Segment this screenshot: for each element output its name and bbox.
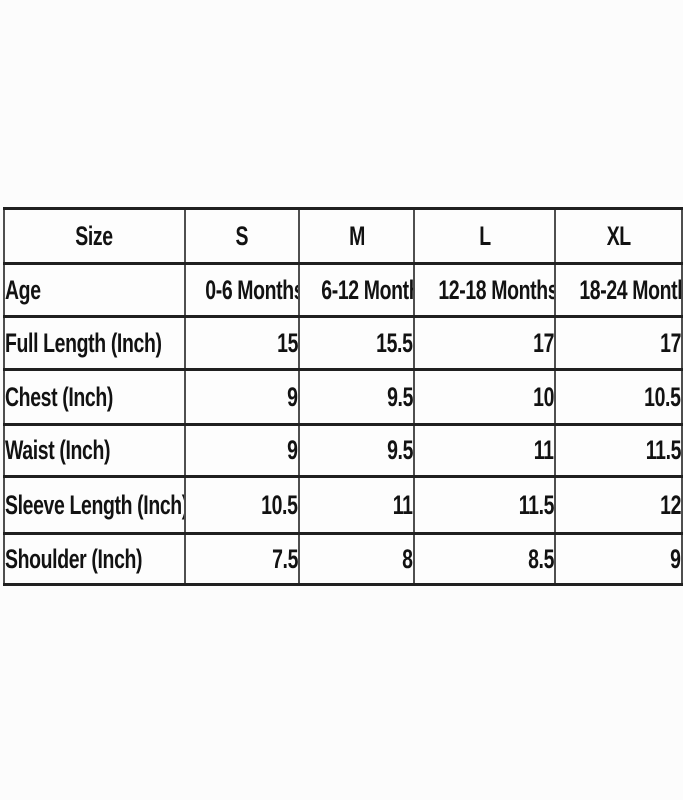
cell-waist-s: 9 <box>184 423 300 478</box>
table-row-sleeve-length: Sleeve Length (Inch) 10.5 11 11.5 12 <box>3 475 683 535</box>
column-header-m-label: M <box>348 220 365 251</box>
row-label-shoulder: Shoulder (Inch) <box>3 532 186 586</box>
cell-chest-l-text: 10 <box>533 381 554 412</box>
cell-full-length-m-text: 15.5 <box>376 327 413 358</box>
cell-sleeve-length-l-text: 11.5 <box>518 489 554 520</box>
row-label-shoulder-text: Shoulder (Inch) <box>5 543 143 574</box>
cell-full-length-m: 15.5 <box>298 315 415 371</box>
cell-shoulder-xl: 9 <box>554 532 683 586</box>
cell-waist-m: 9.5 <box>298 423 415 478</box>
cell-sleeve-length-xl-text: 12 <box>660 489 681 520</box>
cell-shoulder-m: 8 <box>298 532 415 586</box>
cell-chest-s: 9 <box>184 368 300 426</box>
row-label-sleeve-length-text: Sleeve Length (Inch) <box>5 489 185 520</box>
header-row: Size S M L XL <box>3 207 683 265</box>
cell-chest-xl-text: 10.5 <box>644 381 681 412</box>
column-header-l: L <box>413 207 556 265</box>
cell-full-length-l: 17 <box>413 315 556 371</box>
cell-chest-s-text: 9 <box>287 381 298 412</box>
cell-sleeve-length-s: 10.5 <box>184 475 300 535</box>
table-row-chest: Chest (Inch) 9 9.5 10 10.5 <box>3 368 683 426</box>
cell-waist-xl: 11.5 <box>554 423 683 478</box>
cell-waist-l-text: 11 <box>534 435 554 465</box>
row-label-chest-text: Chest (Inch) <box>5 381 114 412</box>
cell-shoulder-m-text: 8 <box>402 543 413 574</box>
cell-full-length-l-text: 17 <box>533 327 554 358</box>
cell-age-l: 12-18 Months <box>413 262 556 318</box>
cell-shoulder-s-text: 7.5 <box>272 543 298 574</box>
cell-age-m: 6-12 Months <box>298 262 415 318</box>
column-header-s-label: S <box>235 220 249 251</box>
column-header-m: M <box>298 207 415 265</box>
cell-shoulder-s: 7.5 <box>184 532 300 586</box>
table-row-waist: Waist (Inch) 9 9.5 11 11.5 <box>3 423 683 478</box>
cell-waist-s-text: 9 <box>287 435 298 465</box>
column-header-s: S <box>184 207 300 265</box>
cell-chest-m: 9.5 <box>298 368 415 426</box>
column-header-xl: XL <box>554 207 683 265</box>
table-row-full-length: Full Length (Inch) 15 15.5 17 17 <box>3 315 683 371</box>
column-header-size: Size <box>3 207 186 265</box>
cell-sleeve-length-m: 11 <box>298 475 415 535</box>
cell-full-length-s-text: 15 <box>277 327 298 358</box>
row-label-chest: Chest (Inch) <box>3 368 186 426</box>
cell-chest-m-text: 9.5 <box>387 381 413 412</box>
cell-waist-xl-text: 11.5 <box>645 435 681 465</box>
cell-chest-l: 10 <box>413 368 556 426</box>
cell-waist-l: 11 <box>413 423 556 478</box>
row-label-waist-text: Waist (Inch) <box>5 435 111 465</box>
cell-age-m-text: 6-12 Months <box>321 274 412 305</box>
cell-age-l-text: 12-18 Months <box>438 274 555 305</box>
table-row-shoulder: Shoulder (Inch) 7.5 8 8.5 9 <box>3 532 683 586</box>
cell-waist-m-text: 9.5 <box>387 435 413 465</box>
cell-sleeve-length-m-text: 11 <box>393 489 413 520</box>
cell-shoulder-l-text: 8.5 <box>528 543 554 574</box>
cell-full-length-xl-text: 17 <box>660 327 681 358</box>
cell-age-xl-text: 18-24 Months <box>579 274 680 305</box>
row-label-full-length: Full Length (Inch) <box>3 315 186 371</box>
size-chart-table: Size S M L XL Age 0-6 Months 6-12 Months… <box>3 207 683 586</box>
cell-age-s-text: 0-6 Months <box>205 274 299 305</box>
cell-chest-xl: 10.5 <box>554 368 683 426</box>
cell-age-xl: 18-24 Months <box>554 262 683 318</box>
row-label-waist: Waist (Inch) <box>3 423 186 478</box>
cell-full-length-s: 15 <box>184 315 300 371</box>
column-header-l-label: L <box>478 220 491 251</box>
cell-sleeve-length-l: 11.5 <box>413 475 556 535</box>
column-header-size-label: Size <box>75 220 114 251</box>
row-label-age-text: Age <box>5 274 41 305</box>
cell-full-length-xl: 17 <box>554 315 683 371</box>
table-row-age: Age 0-6 Months 6-12 Months 12-18 Months … <box>3 262 683 318</box>
column-header-xl-label: XL <box>606 220 631 251</box>
row-label-sleeve-length: Sleeve Length (Inch) <box>3 475 186 535</box>
cell-sleeve-length-s-text: 10.5 <box>261 489 298 520</box>
cell-age-s: 0-6 Months <box>184 262 300 318</box>
cell-shoulder-l: 8.5 <box>413 532 556 586</box>
cell-shoulder-xl-text: 9 <box>670 543 681 574</box>
row-label-full-length-text: Full Length (Inch) <box>5 327 162 358</box>
row-label-age: Age <box>3 262 186 318</box>
cell-sleeve-length-xl: 12 <box>554 475 683 535</box>
